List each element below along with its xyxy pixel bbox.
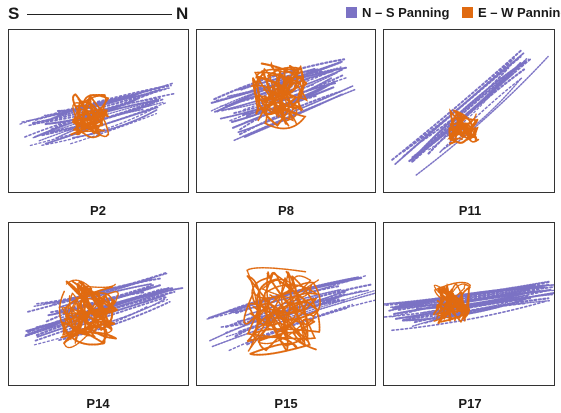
- ns-trajectory: [66, 103, 154, 132]
- trajectory-plot: [384, 280, 554, 332]
- axis-label-north: N: [176, 4, 189, 23]
- ew-trajectory: [447, 124, 480, 143]
- ew-trajectory: [243, 281, 321, 325]
- ew-trajectory: [451, 113, 477, 139]
- legend-label-ns: N – S Panning: [362, 5, 450, 20]
- ew-trajectory: [72, 93, 108, 129]
- ns-trajectory: [44, 97, 140, 126]
- ns-trajectory: [422, 294, 529, 314]
- ns-trajectory: [236, 67, 317, 91]
- ns-trajectory: [215, 67, 321, 102]
- ew-trajectory: [246, 298, 311, 356]
- ew-trajectory: [260, 64, 305, 118]
- ew-trajectory: [440, 286, 468, 323]
- ew-trajectory: [63, 290, 119, 333]
- ns-trajectory: [394, 286, 544, 309]
- ew-trajectory: [255, 68, 303, 99]
- ew-trajectory: [60, 283, 108, 346]
- ew-trajectory: [60, 279, 113, 335]
- panel-label-p15: P15: [274, 396, 298, 411]
- trajectory-plot: [210, 58, 357, 142]
- ew-trajectory: [256, 67, 304, 122]
- ns-trajectory: [420, 75, 506, 152]
- ns-trajectory: [50, 97, 161, 131]
- ew-trajectory: [246, 267, 312, 352]
- ns-trajectory: [402, 293, 554, 321]
- trajectory-panel-p11: [383, 29, 555, 193]
- ns-trajectory: [242, 79, 337, 116]
- ns-trajectory: [229, 280, 349, 313]
- ew-trajectory: [252, 269, 318, 339]
- ns-trajectory: [413, 297, 550, 324]
- ns-trajectory: [238, 90, 341, 136]
- axis-label-south: S: [8, 4, 20, 23]
- ns-trajectory: [70, 112, 158, 145]
- panel-label-p11: P11: [458, 203, 482, 218]
- ew-trajectory: [244, 274, 319, 352]
- ew-trajectory: [61, 280, 119, 340]
- legend-swatch-ew: [462, 7, 473, 18]
- trajectory-panel-p17: [383, 222, 555, 386]
- ns-trajectory: [233, 88, 357, 142]
- legend-item-ns: N – S Panning: [346, 5, 449, 20]
- ns-trajectory: [428, 81, 503, 151]
- trajectory-panel-p15: [196, 222, 376, 386]
- south-north-axis-line: [27, 14, 172, 15]
- trajectory-panel-p14: [8, 222, 189, 386]
- ns-trajectory: [411, 58, 528, 158]
- panel-label-p8: P8: [278, 203, 294, 218]
- ns-trajectory: [41, 107, 156, 146]
- legend-swatch-ns: [346, 7, 357, 18]
- legend-item-ew: E – W Panning: [462, 5, 561, 20]
- trajectory-plot: [24, 271, 185, 349]
- panel-label-p14: P14: [86, 396, 110, 411]
- ns-trajectory: [441, 78, 522, 151]
- ns-trajectory: [391, 300, 547, 332]
- ns-trajectory: [29, 290, 162, 332]
- ns-trajectory: [391, 284, 548, 309]
- trajectory-panel-p8: [196, 29, 376, 193]
- trajectory-plot: [391, 49, 549, 176]
- panel-label-p17: P17: [458, 396, 482, 411]
- ns-trajectory: [32, 87, 169, 125]
- legend-label-ew: E – W Panning: [478, 5, 561, 20]
- ew-trajectory: [450, 110, 473, 139]
- panel-label-p2: P2: [90, 203, 106, 218]
- ew-trajectory: [82, 94, 110, 131]
- ns-trajectory: [415, 55, 549, 176]
- trajectory-plot: [206, 267, 375, 356]
- ns-trajectory: [397, 283, 535, 305]
- ew-trajectory: [270, 61, 301, 122]
- trajectory-plot: [19, 82, 175, 147]
- trajectory-panel-p2: [8, 29, 189, 193]
- ns-trajectory: [439, 76, 524, 153]
- ew-trajectory: [72, 283, 116, 337]
- ns-trajectory: [391, 289, 554, 318]
- ns-trajectory: [228, 299, 375, 352]
- ns-trajectory: [245, 70, 324, 94]
- ns-trajectory: [33, 298, 169, 346]
- ns-trajectory: [412, 57, 533, 163]
- ns-trajectory: [391, 49, 522, 161]
- ns-trajectory: [24, 92, 175, 138]
